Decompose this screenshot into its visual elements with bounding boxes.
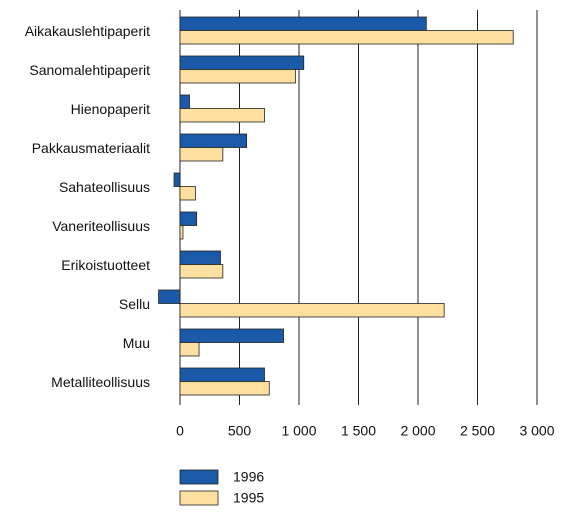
x-tick-label: 500 bbox=[228, 423, 252, 439]
bar bbox=[179, 381, 270, 396]
bar bbox=[179, 30, 514, 45]
x-tick-label: 2 500 bbox=[460, 423, 495, 439]
category-label: Aikakauslehtipaperit bbox=[25, 23, 150, 39]
x-tick-label: 2 000 bbox=[400, 423, 435, 439]
bar bbox=[179, 342, 200, 357]
category-label: Muu bbox=[123, 335, 150, 351]
category-label: Metalliteollisuus bbox=[51, 374, 150, 390]
legend-label: 1995 bbox=[233, 490, 264, 506]
bar bbox=[179, 250, 221, 265]
category-label: Sellu bbox=[119, 296, 150, 312]
bar bbox=[179, 264, 224, 279]
bar bbox=[179, 69, 296, 84]
x-tick-label: 3 000 bbox=[519, 423, 554, 439]
bar bbox=[179, 225, 184, 240]
legend-label: 1996 bbox=[233, 469, 264, 485]
bar bbox=[179, 55, 305, 70]
category-label: Erikoistuotteet bbox=[61, 257, 150, 273]
bar bbox=[179, 303, 445, 318]
category-label: Sanomalehtipaperit bbox=[29, 62, 150, 78]
bar bbox=[179, 367, 265, 382]
x-tick-label: 0 bbox=[176, 423, 184, 439]
legend-swatch bbox=[179, 469, 219, 485]
bar bbox=[173, 172, 181, 187]
category-label: Sahateollisuus bbox=[59, 179, 150, 195]
bar bbox=[179, 147, 224, 162]
bar bbox=[179, 16, 427, 31]
category-label: Pakkausmateriaalit bbox=[32, 140, 150, 156]
legend-swatch bbox=[179, 490, 219, 506]
x-tick-label: 1 500 bbox=[341, 423, 376, 439]
bar bbox=[158, 289, 181, 304]
bar bbox=[179, 108, 265, 123]
bar bbox=[179, 186, 196, 201]
bar bbox=[179, 133, 248, 148]
bar bbox=[179, 328, 284, 343]
category-label: Vaneriteollisuus bbox=[52, 218, 150, 234]
bar bbox=[179, 94, 190, 109]
bar bbox=[179, 211, 198, 226]
category-label: Hienopaperit bbox=[71, 101, 150, 117]
x-tick-label: 1 000 bbox=[281, 423, 316, 439]
